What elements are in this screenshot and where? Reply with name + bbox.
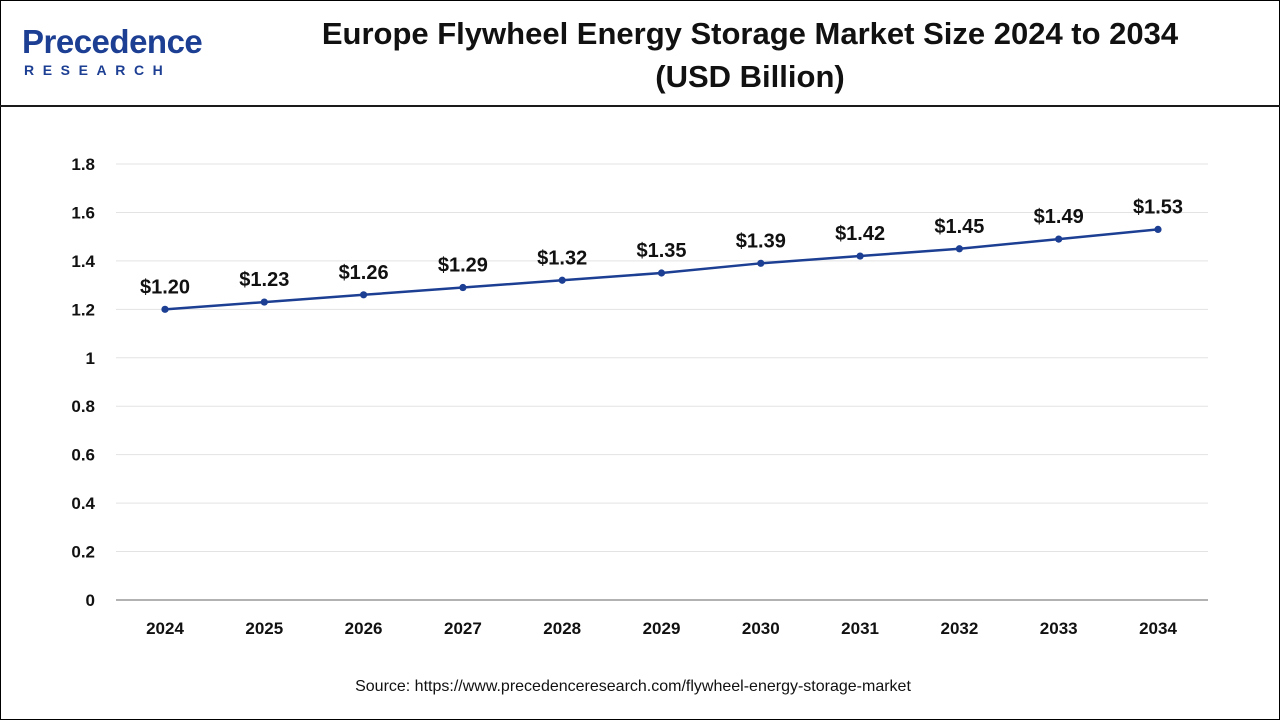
y-tick-label: 0 bbox=[86, 591, 95, 610]
x-tick-label: 2030 bbox=[742, 619, 780, 638]
line-chart: 0 0.2 0.4 0.6 0.8 1 1.2 1.4 1.6 1.8 2024 2025 2026 20… bbox=[71, 155, 1208, 638]
x-tick-label: 2027 bbox=[444, 619, 482, 638]
y-tick-label: 0.4 bbox=[71, 494, 95, 513]
data-label: $1.23 bbox=[239, 269, 289, 291]
chart-title-main: Europe Flywheel Energy Storage Market Si… bbox=[321, 16, 1179, 51]
chart-header: Precedence RESEARCH Europe Flywheel Ener… bbox=[0, 0, 1280, 107]
data-point bbox=[1154, 225, 1162, 233]
y-tick-label: 1.4 bbox=[71, 252, 95, 271]
x-tick-label: 2029 bbox=[643, 619, 681, 638]
data-label: $1.42 bbox=[835, 223, 885, 245]
x-tick-label: 2025 bbox=[245, 619, 283, 638]
y-tick-label: 1.6 bbox=[71, 203, 95, 222]
data-point bbox=[1055, 235, 1063, 243]
data-label: $1.35 bbox=[636, 240, 686, 262]
x-tick-label: 2034 bbox=[1139, 619, 1177, 638]
x-tick-label: 2031 bbox=[841, 619, 879, 638]
data-point bbox=[955, 245, 964, 253]
y-tick-label: 1 bbox=[86, 349, 95, 368]
data-point bbox=[558, 276, 566, 284]
y-tick-label: 1.8 bbox=[71, 155, 95, 174]
brand-subname: RESEARCH bbox=[24, 62, 172, 78]
y-tick-label: 0.2 bbox=[71, 543, 95, 562]
data-label: $1.49 bbox=[1034, 206, 1084, 228]
data-point bbox=[856, 252, 864, 260]
y-tick-label: 0.6 bbox=[71, 446, 95, 465]
data-point bbox=[360, 291, 368, 299]
data-point bbox=[657, 269, 666, 277]
brand-logo: Precedence RESEARCH bbox=[22, 24, 222, 84]
y-tick-label: 1.2 bbox=[71, 300, 95, 319]
data-label: $1.29 bbox=[438, 255, 488, 277]
chart-title: Europe Flywheel Energy Storage Market Si… bbox=[270, 12, 1230, 98]
data-point bbox=[260, 298, 268, 306]
data-label: $1.32 bbox=[537, 247, 587, 269]
x-tick-label: 2028 bbox=[543, 619, 581, 638]
y-tick-label: 0.8 bbox=[71, 397, 95, 416]
data-label: $1.45 bbox=[934, 216, 984, 238]
data-label: $1.53 bbox=[1133, 196, 1183, 218]
source-note: Source: https://www.precedenceresearch.c… bbox=[355, 678, 911, 695]
x-tick-label: 2032 bbox=[940, 619, 978, 638]
data-point bbox=[459, 283, 467, 292]
data-point bbox=[757, 259, 765, 267]
brand-name: Precedence bbox=[22, 23, 203, 60]
data-label: $1.26 bbox=[339, 262, 389, 284]
chart-subtitle: (USD Billion) bbox=[655, 59, 845, 94]
data-label: $1.39 bbox=[736, 230, 786, 252]
x-tick-label: 2024 bbox=[146, 619, 184, 638]
x-tick-label: 2033 bbox=[1040, 619, 1078, 638]
x-tick-label: 2026 bbox=[345, 619, 383, 638]
data-point bbox=[161, 305, 169, 313]
data-label: $1.20 bbox=[140, 276, 190, 298]
